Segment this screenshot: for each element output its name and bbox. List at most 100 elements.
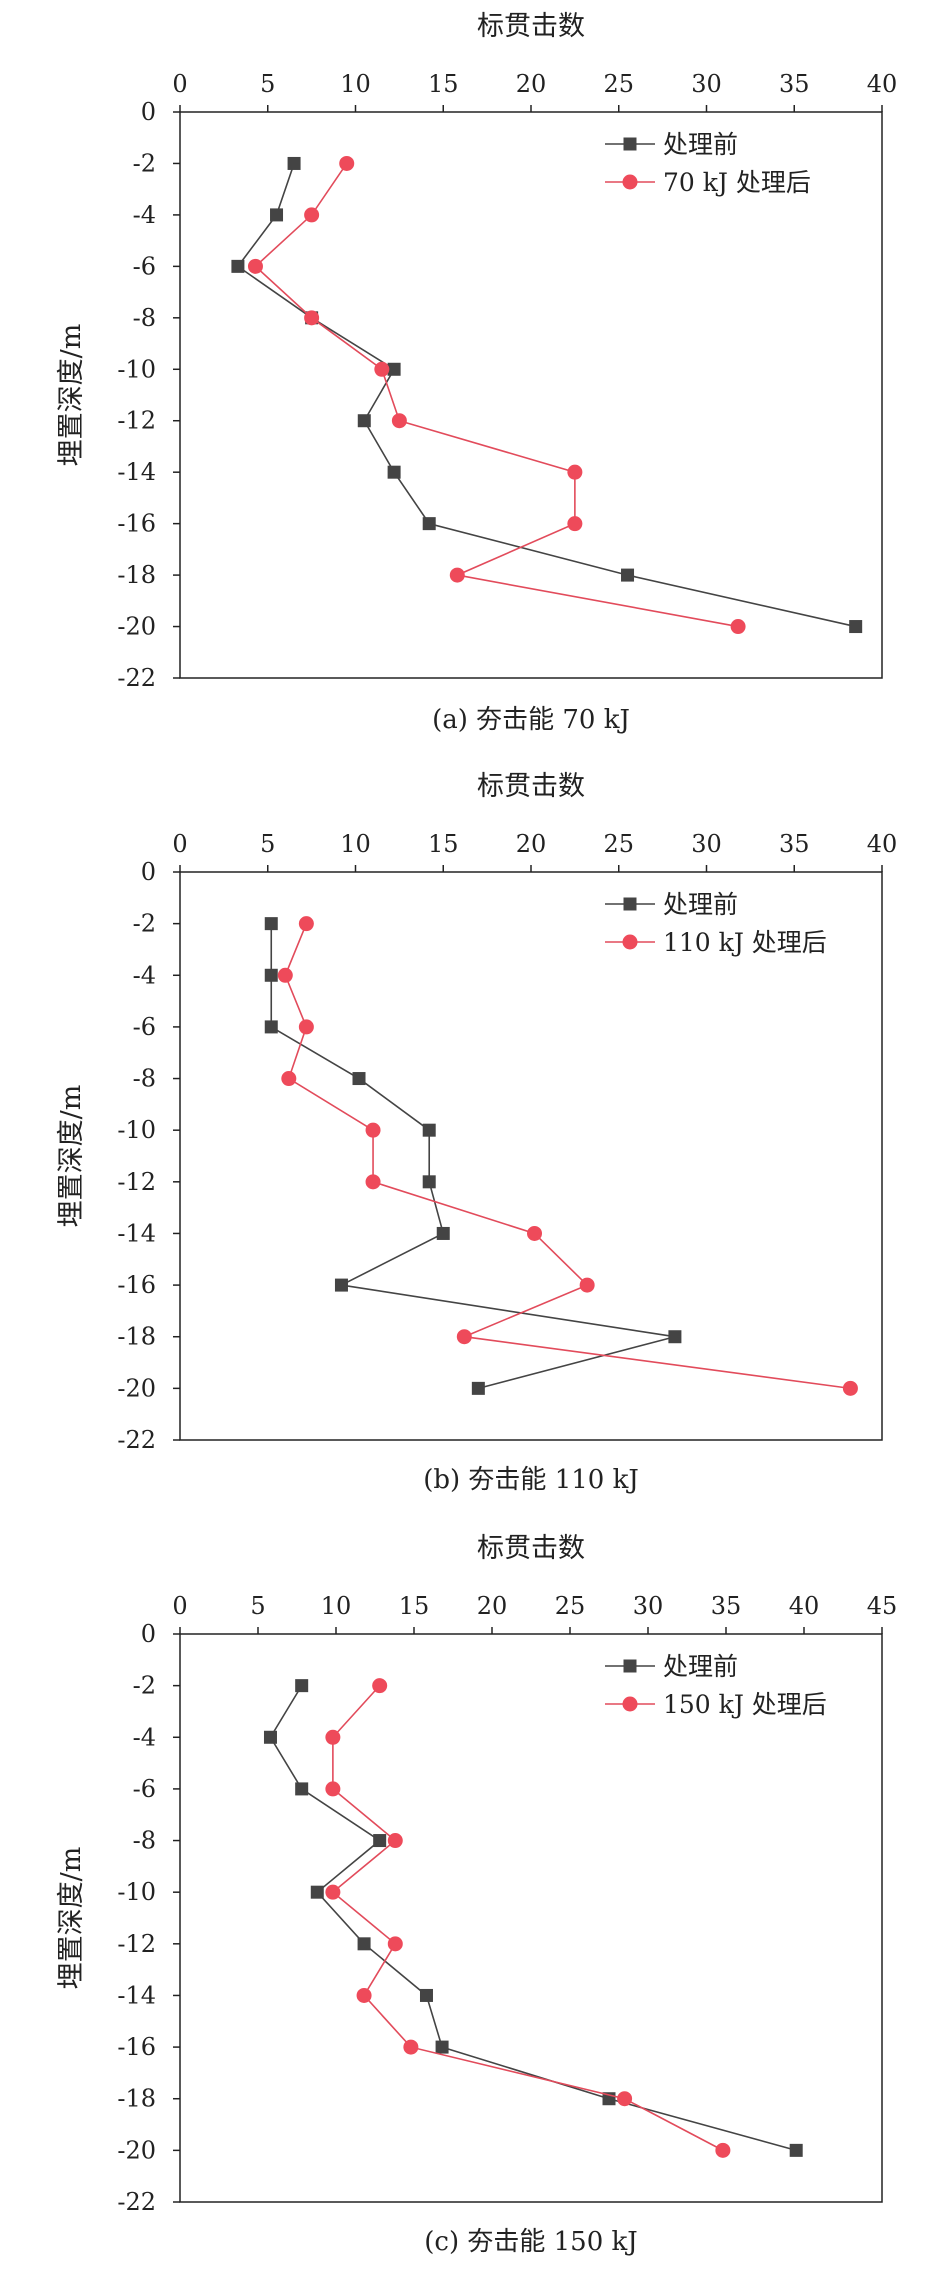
y-tick-label: -8 — [133, 304, 156, 332]
y-tick-label: -18 — [117, 1323, 156, 1351]
data-point-after — [391, 413, 407, 429]
legend-label: 处理前 — [663, 130, 738, 159]
data-point-after — [356, 1987, 372, 2003]
y-tick-label: -18 — [117, 561, 156, 589]
x-tick-label: 35 — [779, 70, 810, 98]
x-axis-title: 标贯击数 — [477, 1533, 585, 1564]
x-tick-label: 40 — [867, 70, 898, 98]
data-point-before — [352, 1072, 366, 1086]
data-point-after — [298, 916, 314, 932]
data-point-after — [730, 619, 746, 635]
x-tick-label: 5 — [250, 1592, 265, 1620]
data-point-after — [281, 1071, 297, 1087]
x-tick-label: 10 — [340, 830, 371, 858]
y-tick-label: -10 — [117, 355, 156, 383]
data-point-before — [264, 968, 278, 982]
x-tick-label: 25 — [555, 1592, 586, 1620]
y-tick-label: -20 — [117, 2136, 156, 2164]
y-tick-label: -12 — [117, 1930, 156, 1958]
data-point-after — [842, 1380, 858, 1396]
data-point-before — [435, 2040, 449, 2054]
x-tick-label: 15 — [399, 1592, 430, 1620]
data-point-before — [621, 568, 635, 582]
x-tick-label: 5 — [260, 830, 275, 858]
data-point-before — [789, 2143, 803, 2157]
data-point-after — [579, 1277, 595, 1293]
y-tick-label: -6 — [133, 252, 156, 280]
y-tick-label: -4 — [133, 201, 156, 229]
figure-caption: (c) 夯击能 150 kJ — [424, 2227, 637, 2257]
y-tick-label: 0 — [141, 98, 156, 126]
data-point-after — [247, 258, 263, 274]
x-tick-label: 20 — [477, 1592, 508, 1620]
y-tick-label: -22 — [117, 2188, 156, 2216]
chart-panel: 标贯击数 0 5 10 15 20 25 30 35 40 45 0 -2 -4 -6 -8 -10 -12 -14… — [56, 1533, 897, 2257]
data-point-before — [422, 1175, 436, 1189]
x-tick-label: 30 — [691, 70, 722, 98]
data-point-after — [304, 207, 320, 223]
data-point-before — [436, 1226, 450, 1240]
legend-marker-circle — [622, 934, 638, 950]
chart-panel: 标贯击数 0 5 10 15 20 25 30 35 40 0 -2 -4 -6 -8 -10 -12 -14 -1… — [56, 11, 897, 735]
y-tick-label: -16 — [117, 2033, 156, 2061]
data-point-after — [567, 516, 583, 532]
y-axis-title: 埋置深度/m — [56, 324, 87, 467]
data-point-after — [617, 2091, 633, 2107]
series-line — [254, 163, 739, 628]
y-tick-label: 0 — [141, 858, 156, 886]
x-tick-label: 5 — [260, 70, 275, 98]
data-point-before — [287, 156, 301, 170]
x-tick-label: 20 — [516, 70, 547, 98]
y-tick-label: -12 — [117, 1168, 156, 1196]
series-line — [269, 1685, 797, 2152]
data-point-before — [263, 1730, 277, 1744]
x-tick-label: 25 — [603, 830, 634, 858]
x-tick-label: 30 — [691, 830, 722, 858]
x-tick-label: 45 — [867, 1592, 898, 1620]
y-tick-label: -2 — [133, 910, 156, 938]
legend-marker-square — [623, 1659, 637, 1673]
data-point-after — [325, 1781, 341, 1797]
data-point-after — [325, 1884, 341, 1900]
x-axis-title: 标贯击数 — [477, 11, 585, 42]
y-axis-title: 埋置深度/m — [56, 1847, 87, 1990]
y-tick-label: -14 — [117, 458, 156, 486]
y-tick-label: -22 — [117, 664, 156, 692]
series-line — [284, 923, 851, 1390]
data-point-after — [365, 1174, 381, 1190]
data-point-after — [277, 967, 293, 983]
legend-label: 110 kJ 处理后 — [663, 928, 827, 957]
x-tick-label: 25 — [603, 70, 634, 98]
data-point-after — [567, 464, 583, 480]
x-tick-label: 15 — [428, 70, 459, 98]
x-tick-label: 20 — [516, 830, 547, 858]
y-tick-label: -4 — [133, 961, 156, 989]
legend-marker-square — [623, 137, 637, 151]
data-point-before — [264, 1020, 278, 1034]
data-point-before — [270, 208, 284, 222]
data-point-after — [449, 567, 465, 583]
y-tick-label: -20 — [117, 1374, 156, 1402]
series-line — [236, 163, 856, 628]
data-point-before — [373, 1834, 387, 1848]
y-tick-label: -2 — [133, 149, 156, 177]
data-point-before — [231, 259, 245, 273]
data-point-before — [422, 1123, 436, 1137]
y-tick-label: -14 — [117, 1981, 156, 2009]
data-point-after — [374, 361, 390, 377]
plot-frame — [179, 871, 883, 1441]
y-axis-title: 埋置深度/m — [56, 1085, 87, 1228]
x-tick-label: 0 — [172, 1592, 187, 1620]
data-point-after — [387, 1936, 403, 1952]
x-tick-label: 10 — [321, 1592, 352, 1620]
data-point-before — [295, 1782, 309, 1796]
y-tick-label: -14 — [117, 1219, 156, 1247]
y-tick-label: -16 — [117, 1271, 156, 1299]
y-tick-label: -10 — [117, 1878, 156, 1906]
data-point-after — [387, 1833, 403, 1849]
data-point-before — [310, 1885, 324, 1899]
y-tick-label: -22 — [117, 1426, 156, 1454]
legend-marker-circle — [622, 174, 638, 190]
x-tick-label: 30 — [633, 1592, 664, 1620]
